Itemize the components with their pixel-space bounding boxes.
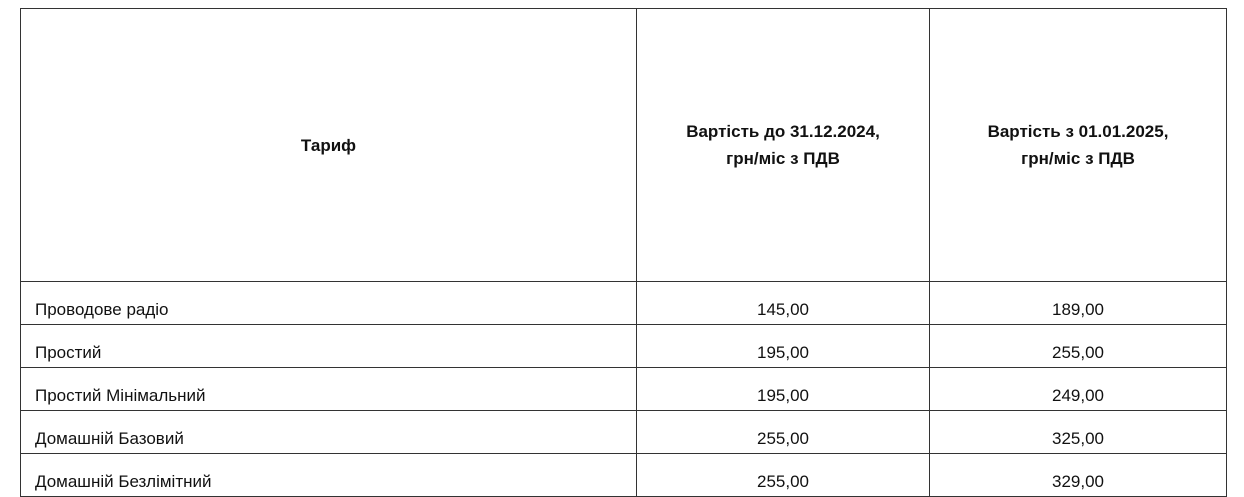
price-before: 255,00	[636, 410, 930, 454]
price-after: 255,00	[929, 324, 1227, 368]
price-after: 249,00	[929, 367, 1227, 411]
price-after: 325,00	[929, 410, 1227, 454]
header-tariff: Тариф	[20, 8, 637, 282]
tariff-name: Простий	[20, 324, 637, 368]
header-price-after: Вартість з 01.01.2025, грн/міс з ПДВ	[929, 8, 1227, 282]
tariff-name: Домашній Базовий	[20, 410, 637, 454]
header-price-before: Вартість до 31.12.2024, грн/міс з ПДВ	[636, 8, 930, 282]
tariff-table: Тариф Вартість до 31.12.2024, грн/міс з …	[20, 8, 1227, 497]
table-row: Домашній Безлімітний 255,00 329,00	[20, 453, 1227, 497]
tariff-name: Простий Мінімальний	[20, 367, 637, 411]
price-after: 329,00	[929, 453, 1227, 497]
header-price-after-line2: грн/міс з ПДВ	[1021, 149, 1135, 168]
price-before: 145,00	[636, 281, 930, 325]
table-row: Простий 195,00 255,00	[20, 324, 1227, 368]
price-before: 195,00	[636, 367, 930, 411]
header-price-after-line1: Вартість з 01.01.2025,	[987, 122, 1169, 141]
table-row: Простий Мінімальний 195,00 249,00	[20, 367, 1227, 411]
header-price-before-line1: Вартість до 31.12.2024,	[686, 122, 880, 141]
header-row: Тариф Вартість до 31.12.2024, грн/міс з …	[20, 8, 1227, 282]
header-price-before-line2: грн/міс з ПДВ	[726, 149, 840, 168]
price-before: 195,00	[636, 324, 930, 368]
price-after: 189,00	[929, 281, 1227, 325]
price-before: 255,00	[636, 453, 930, 497]
table-row: Проводове радіо 145,00 189,00	[20, 281, 1227, 325]
table-row: Домашній Базовий 255,00 325,00	[20, 410, 1227, 454]
tariff-name: Проводове радіо	[20, 281, 637, 325]
tariff-name: Домашній Безлімітний	[20, 453, 637, 497]
